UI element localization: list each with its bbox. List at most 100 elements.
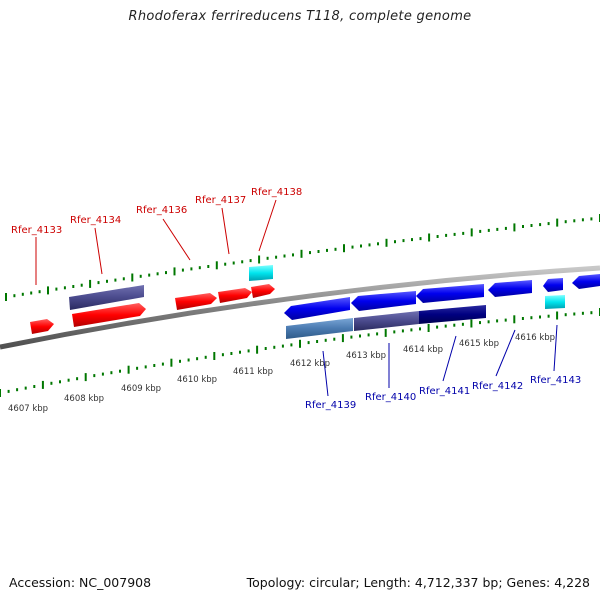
gene-label-rfer-4140[interactable]: Rfer_4140	[365, 392, 416, 403]
scale-minor-tick	[522, 225, 524, 228]
scale-minor-tick	[504, 226, 507, 230]
scale-minor-tick	[273, 345, 276, 349]
feature-purple-bottom[interactable]	[354, 311, 419, 331]
scale-minor-tick	[496, 227, 499, 231]
scale-major-tick	[384, 328, 387, 337]
scale-label: 4609 kbp	[121, 384, 161, 394]
map-title: Rhodoferax ferrireducens T118, complete …	[128, 9, 472, 24]
scale-minor-tick	[204, 355, 207, 359]
scale-minor-tick	[307, 341, 310, 345]
scale-minor-tick	[144, 365, 147, 369]
scale-major-tick	[215, 261, 218, 270]
scale-minor-tick	[153, 364, 156, 367]
scale-minor-tick	[187, 358, 190, 362]
reverse-genes	[284, 274, 600, 320]
scale-minor-tick	[24, 386, 27, 390]
scale-minor-tick	[419, 327, 421, 331]
scale-label: 4615 kbp	[459, 339, 499, 349]
scale-major-tick	[41, 380, 44, 389]
gene-arrow-rfer-4139[interactable]	[284, 297, 350, 320]
scale-minor-tick	[221, 353, 224, 357]
scale-major-tick	[213, 352, 216, 360]
gene-arrow-rfer-4141[interactable]	[416, 284, 484, 303]
scale-major-tick	[299, 339, 301, 348]
scale-minor-tick	[165, 271, 167, 275]
gene-label-rfer-4142[interactable]: Rfer_4142	[472, 381, 523, 392]
scale-minor-tick	[110, 371, 113, 375]
scale-minor-tick	[114, 278, 117, 282]
gene-label-rfer-4141[interactable]: Rfer_4141	[419, 386, 470, 397]
scale-major-tick	[258, 255, 261, 264]
scale-minor-tick	[76, 377, 79, 381]
scale-minor-tick	[7, 389, 10, 393]
feature-cyan-top[interactable]	[249, 265, 273, 281]
scale-label: 4607 kbp	[8, 404, 48, 414]
gene-arrow-rfer-4137[interactable]	[218, 288, 252, 303]
lower-scale-line	[0, 308, 600, 397]
gene-arrow-rfer-4133[interactable]	[30, 319, 54, 334]
scale-major-tick	[173, 267, 176, 276]
scale-minor-tick	[266, 256, 269, 260]
scale-minor-tick	[247, 349, 250, 353]
feature-cyan-bottom[interactable]	[545, 295, 565, 309]
scale-minor-tick	[333, 337, 336, 341]
scale-minor-tick	[283, 254, 286, 258]
gene-label-rfer-4143[interactable]: Rfer_4143	[530, 375, 581, 386]
gene-label-rfer-4133[interactable]: Rfer_4133	[11, 225, 62, 236]
gene-arrow-rfer-4143[interactable]	[543, 278, 563, 292]
scale-minor-tick	[139, 274, 142, 278]
scale-major-tick	[428, 233, 431, 242]
scale-minor-tick	[181, 268, 184, 272]
feature-steelblue-bottom[interactable]	[286, 318, 353, 339]
scale-minor-tick	[479, 321, 481, 325]
gene-label-rfer-4139[interactable]: Rfer_4139	[305, 400, 356, 411]
genome-summary-text: Topology: circular; Length: 4,712,337 bp…	[246, 575, 590, 590]
scale-minor-tick	[487, 228, 490, 232]
scale-minor-tick	[367, 333, 370, 337]
scale-label: 4610 kbp	[177, 375, 217, 385]
top-gene-labels: Rfer_4133 Rfer_4134 Rfer_4136 Rfer_4137 …	[11, 187, 302, 285]
scale-major-tick	[0, 389, 1, 397]
scale-minor-tick	[67, 378, 70, 382]
scale-minor-tick	[290, 343, 293, 347]
scale-minor-tick	[504, 318, 507, 322]
scale-minor-tick	[564, 313, 567, 317]
scale-major-tick	[84, 373, 87, 382]
scale-minor-tick	[239, 350, 241, 354]
scale-minor-tick	[136, 366, 139, 370]
scale-minor-tick	[190, 267, 193, 271]
upper-scale-line	[5, 214, 600, 301]
feature-navy-bottom[interactable]	[419, 305, 486, 324]
scale-minor-tick	[101, 372, 104, 376]
gene-arrow-rfer-4136[interactable]	[175, 293, 217, 310]
scale-major-tick	[256, 345, 259, 354]
scale-minor-tick	[411, 238, 413, 242]
scale-minor-tick	[564, 220, 567, 224]
scale-minor-tick	[496, 319, 499, 323]
gene-label-rfer-4136[interactable]: Rfer_4136	[136, 205, 187, 216]
gene-arrow-rfer-4140[interactable]	[351, 291, 416, 311]
scale-minor-tick	[309, 251, 311, 255]
scale-minor-tick	[461, 322, 464, 326]
scale-minor-tick	[462, 231, 465, 235]
scale-major-tick	[127, 365, 130, 374]
gene-label-rfer-4137[interactable]: Rfer_4137	[195, 195, 246, 206]
scale-minor-tick	[521, 317, 524, 320]
scale-minor-tick	[317, 250, 320, 253]
gene-arrow-rfer-4134[interactable]	[72, 303, 146, 327]
scale-label: 4616 kbp	[515, 333, 555, 343]
scale-minor-tick	[360, 244, 362, 248]
gene-arrow-rfer-4138[interactable]	[251, 284, 275, 298]
scale-minor-tick	[196, 357, 199, 361]
gene-label-rfer-4138[interactable]: Rfer_4138	[251, 187, 302, 198]
gene-label-rfer-4134[interactable]: Rfer_4134	[70, 215, 121, 226]
scale-minor-tick	[401, 329, 404, 333]
scale-minor-tick	[264, 347, 267, 350]
scale-minor-tick	[334, 247, 337, 251]
gene-arrow-rfer-4142[interactable]	[488, 280, 532, 297]
scale-minor-tick	[394, 240, 396, 244]
feature-purple-top[interactable]	[69, 285, 144, 310]
scale-minor-tick	[453, 323, 456, 327]
scale-minor-tick	[97, 281, 100, 285]
gene-arrow-partial[interactable]	[572, 274, 600, 289]
